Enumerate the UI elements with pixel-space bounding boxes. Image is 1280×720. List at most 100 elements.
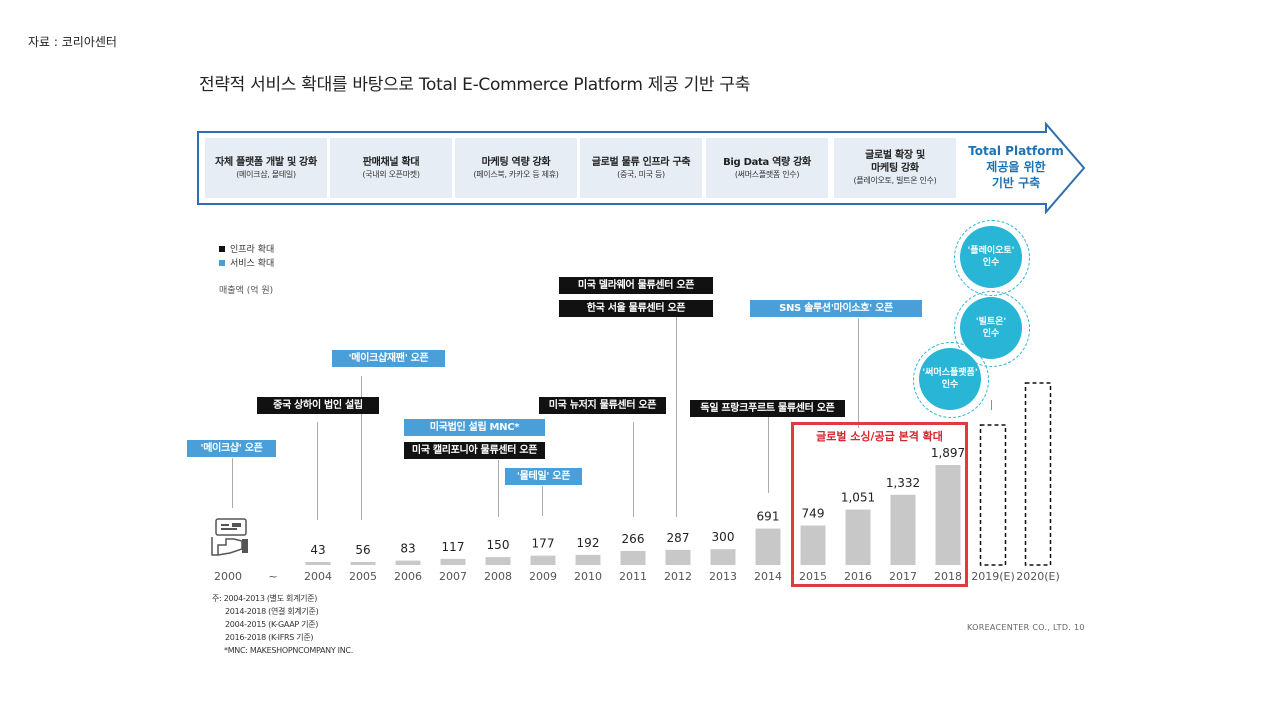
acquisition-circle: '써머스플랫폼' 인수 — [919, 348, 981, 410]
connector-line — [676, 317, 677, 517]
bar-2008 — [485, 557, 511, 565]
footnote: 2016-2018 (K-IFRS 기준) — [225, 633, 314, 642]
x-tick-label: 2007 — [439, 570, 467, 583]
x-tick-label: 2016 — [844, 570, 872, 583]
legend-label: 서비스 확대 — [230, 259, 275, 269]
acquisition-sub: 인수 — [941, 380, 959, 390]
bar-value-label: 287 — [667, 531, 690, 545]
footnote: 2014-2018 (연결 회계기준) — [225, 607, 319, 616]
connector-line — [317, 422, 318, 520]
bar-2018 — [935, 465, 961, 565]
bar-2005 — [350, 562, 376, 565]
acquisition-sub: 인수 — [982, 258, 1000, 268]
stage-1: 자체 플랫폼 개발 및 강화 (메이크샵, 몰테일) — [205, 138, 327, 198]
bar-value-label: 150 — [487, 538, 510, 552]
event-tag: 미국법인 설립 MNC* — [404, 419, 545, 436]
legend-label: 인프라 확대 — [230, 245, 275, 255]
legend-service: 서비스 확대 — [219, 256, 274, 269]
acquisition-sub: 인수 — [982, 329, 1000, 339]
acquisition-ring — [913, 342, 989, 418]
stage-4: 글로벌 물류 인프라 구축 (중국, 미국 등) — [580, 138, 702, 198]
x-tick-label: 2013 — [709, 570, 737, 583]
x-tick-label: 2020(E) — [1016, 570, 1060, 583]
stage-3: 마케팅 역량 강화 (페이스북, 카카오 등 제휴) — [455, 138, 577, 198]
x-tick-label: 2005 — [349, 570, 377, 583]
bar-2011 — [620, 550, 646, 565]
bar-2006 — [395, 560, 421, 565]
highlight-label: 글로벌 소싱/공급 본격 확대 — [816, 430, 943, 443]
acquisition-name: '써머스플랫폼' — [922, 368, 978, 378]
connector-line — [498, 460, 499, 517]
legend-swatch — [219, 259, 225, 266]
x-tick-label: 2008 — [484, 570, 512, 583]
x-tick-label: 2018 — [934, 570, 962, 583]
bar-2014 — [755, 528, 781, 565]
x-tick-label: ~ — [268, 570, 277, 583]
bar-2009 — [530, 555, 556, 565]
footnote: 주: 2004-2013 (별도 회계기준) — [212, 594, 318, 603]
bar-value-label: 300 — [712, 530, 735, 544]
connector-line — [542, 486, 543, 516]
event-tag: '메이크샵재팬' 오픈 — [332, 350, 445, 367]
bar-value-label: 1,897 — [931, 446, 965, 460]
stage-title: 판매채널 확대 — [362, 156, 420, 168]
stage-sub: (플레이오토, 빌트온 인수) — [853, 176, 937, 185]
bar-2015 — [800, 525, 826, 565]
source-label: 자료 : 코리아센터 — [28, 35, 117, 49]
x-tick-label: 2015 — [799, 570, 827, 583]
connector-line — [858, 318, 859, 428]
event-tag: SNS 솔루션'마이소호' 오픈 — [750, 300, 922, 317]
connector-line — [361, 376, 362, 520]
bar-value-label: 43 — [310, 543, 325, 557]
stage-title: 자체 플랫폼 개발 및 강화 — [215, 156, 317, 168]
bar-value-label: 83 — [400, 542, 415, 556]
bar-value-label: 177 — [532, 537, 555, 551]
goal-line-3: 기반 구축 — [991, 176, 1041, 190]
x-tick-label: 2014 — [754, 570, 782, 583]
stage-title: Big Data 역량 강화 — [723, 156, 811, 168]
acquisition-circle: '플레이오토' 인수 — [960, 226, 1022, 288]
bar-value-label: 749 — [802, 507, 825, 521]
footnotes: 주: 2004-2013 (별도 회계기준) 2014-2018 (연결 회계기… — [212, 592, 353, 657]
stage-title: 마케팅 역량 강화 — [481, 156, 551, 168]
stage-sub: (국내외 오픈마켓) — [362, 169, 420, 179]
acquisition-name: '빌트온' — [975, 317, 1007, 327]
x-tick-label: 2019(E) — [971, 570, 1015, 583]
event-tag: '몰테일' 오픈 — [505, 468, 582, 485]
stage-sub: (페이스북, 카카오 등 제휴) — [473, 169, 559, 179]
legend-swatch — [219, 245, 225, 252]
bar-2017 — [890, 494, 916, 565]
event-tag: 미국 뉴저지 물류센터 오픈 — [539, 397, 666, 414]
bar-value-label: 117 — [442, 540, 465, 554]
bar-2019(E) — [979, 424, 1007, 566]
page-title: 전략적 서비스 확대를 바탕으로 Total E-Commerce Platfo… — [199, 75, 751, 95]
bar-value-label: 1,051 — [841, 491, 875, 505]
bar-2007 — [440, 558, 466, 565]
x-tick-label: 2011 — [619, 570, 647, 583]
event-tag: 한국 서울 물류센터 오픈 — [559, 300, 713, 317]
bar-2010 — [575, 554, 601, 565]
bar-2012 — [665, 549, 691, 565]
connector-line — [232, 458, 233, 508]
x-tick-label: 2000 — [214, 570, 242, 583]
legend-infra: 인프라 확대 — [219, 242, 274, 255]
x-tick-label: 2006 — [394, 570, 422, 583]
bar-value-label: 192 — [577, 536, 600, 550]
bar-value-label: 56 — [355, 543, 370, 557]
stage-2: 판매채널 확대 (국내외 오픈마켓) — [330, 138, 452, 198]
acquisition-name: '플레이오토' — [967, 246, 1015, 256]
stage-sub: (메이크샵, 몰테일) — [236, 169, 296, 179]
computer-hand-icon — [211, 518, 248, 556]
highlight-box — [791, 422, 968, 587]
x-tick-label: 2010 — [574, 570, 602, 583]
stage-title: 글로벌 물류 인프라 구축 — [591, 156, 691, 168]
bar-value-label: 691 — [757, 510, 780, 524]
event-tag: 중국 상하이 법인 설립 — [257, 397, 379, 414]
goal-line-2: 제공을 위한 — [986, 160, 1046, 174]
connector-line — [633, 422, 634, 517]
acquisition-ring — [954, 291, 1030, 367]
bar-2013 — [710, 549, 736, 565]
stage-title: 글로벌 확장 및 마케팅 강화 — [865, 150, 925, 174]
x-tick-label: 2017 — [889, 570, 917, 583]
